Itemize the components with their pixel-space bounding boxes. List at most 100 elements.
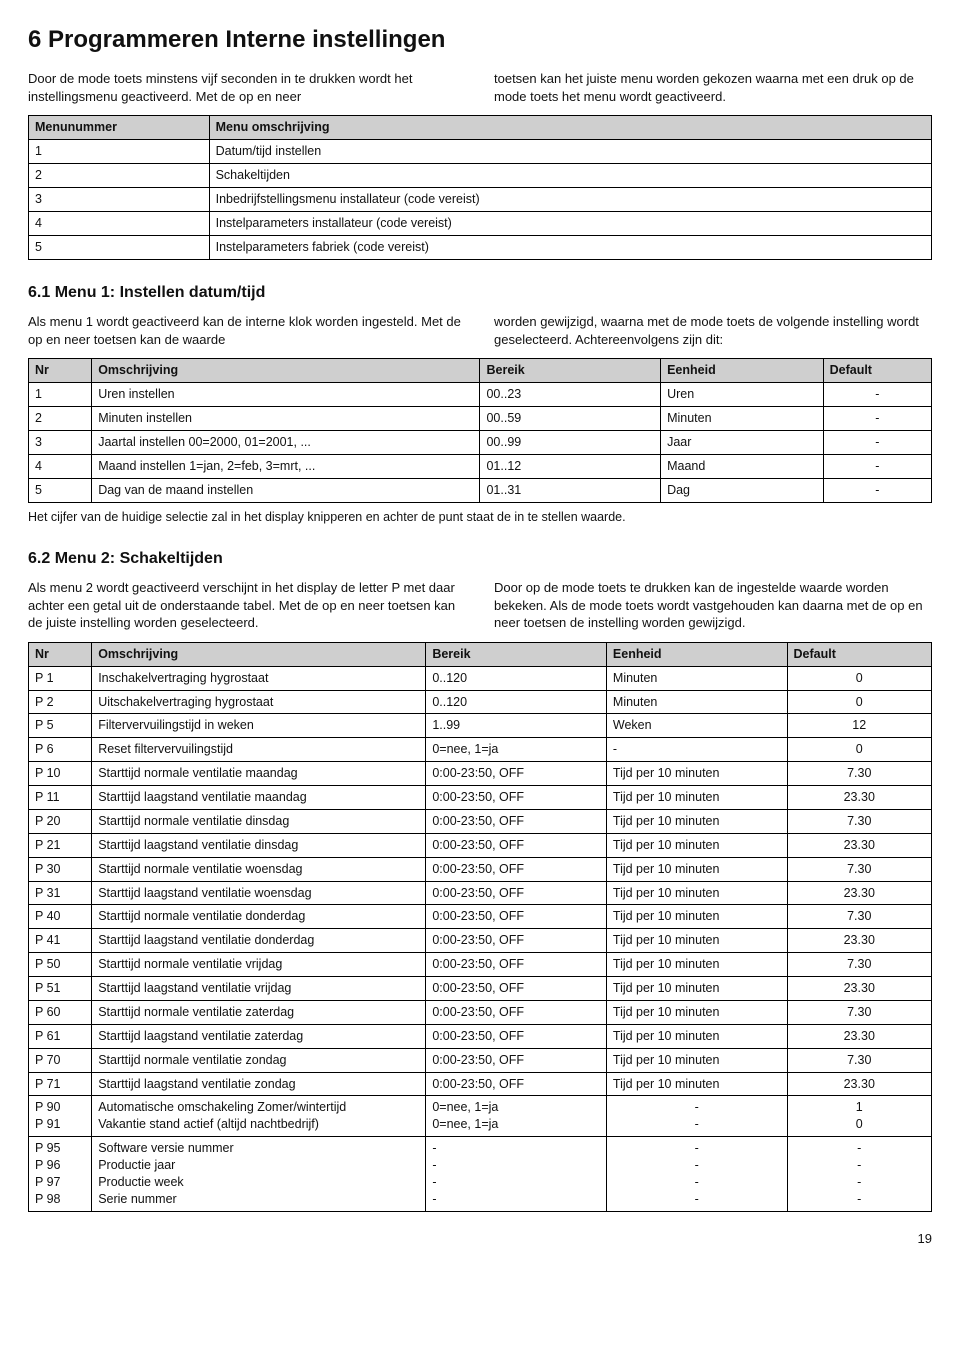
table-cell: Jaar [661,431,824,455]
table-cell: Starttijd laagstand ventilatie woensdag [92,881,426,905]
s1-th-unit: Eenheid [661,359,824,383]
table-cell: P 50 [29,953,92,977]
table-cell: Minuten instellen [92,407,480,431]
table-cell: 00..59 [480,407,661,431]
table-cell: Instelparameters fabriek (code vereist) [209,235,931,259]
table-cell: 1 [29,383,92,407]
table-row: 1Uren instellen00..23Uren- [29,383,932,407]
table-cell: 3 [29,188,210,212]
table-cell: 4 [29,454,92,478]
table-cell: P 71 [29,1072,92,1096]
table-cell: Instelparameters installateur (code vere… [209,211,931,235]
section1-left: Als menu 1 wordt geactiveerd kan de inte… [28,313,466,348]
table-cell: 0:00-23:50, OFF [426,1024,607,1048]
table-row: 4Instelparameters installateur (code ver… [29,211,932,235]
table-cell: Tijd per 10 minuten [606,1000,787,1024]
table-row: P 61Starttijd laagstand ventilatie zater… [29,1024,932,1048]
table-cell: 0:00-23:50, OFF [426,977,607,1001]
table-cell: 0 [787,666,932,690]
s2-th-range: Bereik [426,642,607,666]
table-cell: Tijd per 10 minuten [606,1024,787,1048]
table-cell: 0:00-23:50, OFF [426,786,607,810]
table-cell: P 6 [29,738,92,762]
table-cell: 5 [29,235,210,259]
table-row: P 41Starttijd laagstand ventilatie donde… [29,929,932,953]
table-cell: P 2 [29,690,92,714]
table-cell: P 95 P 96 P 97 P 98 [29,1137,92,1212]
section2-table: Nr Omschrijving Bereik Eenheid Default P… [28,642,932,1212]
table-cell: Schakeltijden [209,164,931,188]
table-cell: 0:00-23:50, OFF [426,857,607,881]
table-row: P 20Starttijd normale ventilatie dinsdag… [29,809,932,833]
table-cell: 23.30 [787,929,932,953]
table-cell: Maand instellen 1=jan, 2=feb, 3=mrt, ... [92,454,480,478]
table-cell: Dag van de maand instellen [92,478,480,502]
table-cell: 23.30 [787,1024,932,1048]
table-cell: Tijd per 10 minuten [606,953,787,977]
table-cell: 1..99 [426,714,607,738]
table-row: P 95 P 96 P 97 P 98Software versie numme… [29,1137,932,1212]
table-cell: Inschakelvertraging hygrostaat [92,666,426,690]
table-cell: Jaartal instellen 00=2000, 01=2001, ... [92,431,480,455]
table-row: P 71Starttijd laagstand ventilatie zonda… [29,1072,932,1096]
table-cell: P 30 [29,857,92,881]
table-cell: Uren [661,383,824,407]
table-cell: P 11 [29,786,92,810]
table-row: 2Schakeltijden [29,164,932,188]
table-cell: Weken [606,714,787,738]
s1-th-desc: Omschrijving [92,359,480,383]
table-cell: - - [606,1096,787,1137]
table-cell: Tijd per 10 minuten [606,809,787,833]
table-cell: Starttijd laagstand ventilatie vrijdag [92,977,426,1001]
intro-columns: Door de mode toets minstens vijf seconde… [28,70,932,105]
table-cell: Starttijd normale ventilatie donderdag [92,905,426,929]
table-cell: 7.30 [787,1000,932,1024]
intro-left: Door de mode toets minstens vijf seconde… [28,70,466,105]
table-cell: - [823,383,931,407]
table-cell: P 20 [29,809,92,833]
table-cell: Tijd per 10 minuten [606,1048,787,1072]
table-cell: Minuten [606,690,787,714]
section1-table: Nr Omschrijving Bereik Eenheid Default 1… [28,358,932,502]
table-cell: 0..120 [426,666,607,690]
table-row: 5Dag van de maand instellen01..31Dag- [29,478,932,502]
table-cell: P 40 [29,905,92,929]
table-cell: P 70 [29,1048,92,1072]
table-cell: 3 [29,431,92,455]
table-cell: 2 [29,407,92,431]
table-cell: 1 [29,140,210,164]
table-cell: Starttijd normale ventilatie maandag [92,762,426,786]
section2-title: 6.2 Menu 2: Schakeltijden [28,548,932,570]
table-cell: 00..23 [480,383,661,407]
s1-th-nr: Nr [29,359,92,383]
table-cell: 4 [29,211,210,235]
table-row: P 11Starttijd laagstand ventilatie maand… [29,786,932,810]
table-cell: Uren instellen [92,383,480,407]
table-cell: - [606,738,787,762]
menu-th-nr: Menunummer [29,116,210,140]
table-cell: Tijd per 10 minuten [606,762,787,786]
table-row: P 2Uitschakelvertraging hygrostaat0..120… [29,690,932,714]
table-cell: Tijd per 10 minuten [606,833,787,857]
menu-table: Menunummer Menu omschrijving 1Datum/tijd… [28,115,932,259]
table-cell: 7.30 [787,1048,932,1072]
section2-columns: Als menu 2 wordt geactiveerd verschijnt … [28,579,932,632]
table-cell: 01..31 [480,478,661,502]
s2-th-nr: Nr [29,642,92,666]
table-cell: 0:00-23:50, OFF [426,809,607,833]
table-cell: 0:00-23:50, OFF [426,833,607,857]
table-cell: Tijd per 10 minuten [606,786,787,810]
table-cell: 0:00-23:50, OFF [426,1072,607,1096]
s1-th-range: Bereik [480,359,661,383]
table-cell: 0:00-23:50, OFF [426,929,607,953]
table-cell: - - - - [606,1137,787,1212]
table-cell: 12 [787,714,932,738]
table-cell: Datum/tijd instellen [209,140,931,164]
table-cell: Minuten [661,407,824,431]
table-cell: P 5 [29,714,92,738]
table-cell: Uitschakelvertraging hygrostaat [92,690,426,714]
table-row: P 10Starttijd normale ventilatie maandag… [29,762,932,786]
table-row: P 50Starttijd normale ventilatie vrijdag… [29,953,932,977]
table-cell: Software versie nummer Productie jaar Pr… [92,1137,426,1212]
table-cell: 0 [787,690,932,714]
